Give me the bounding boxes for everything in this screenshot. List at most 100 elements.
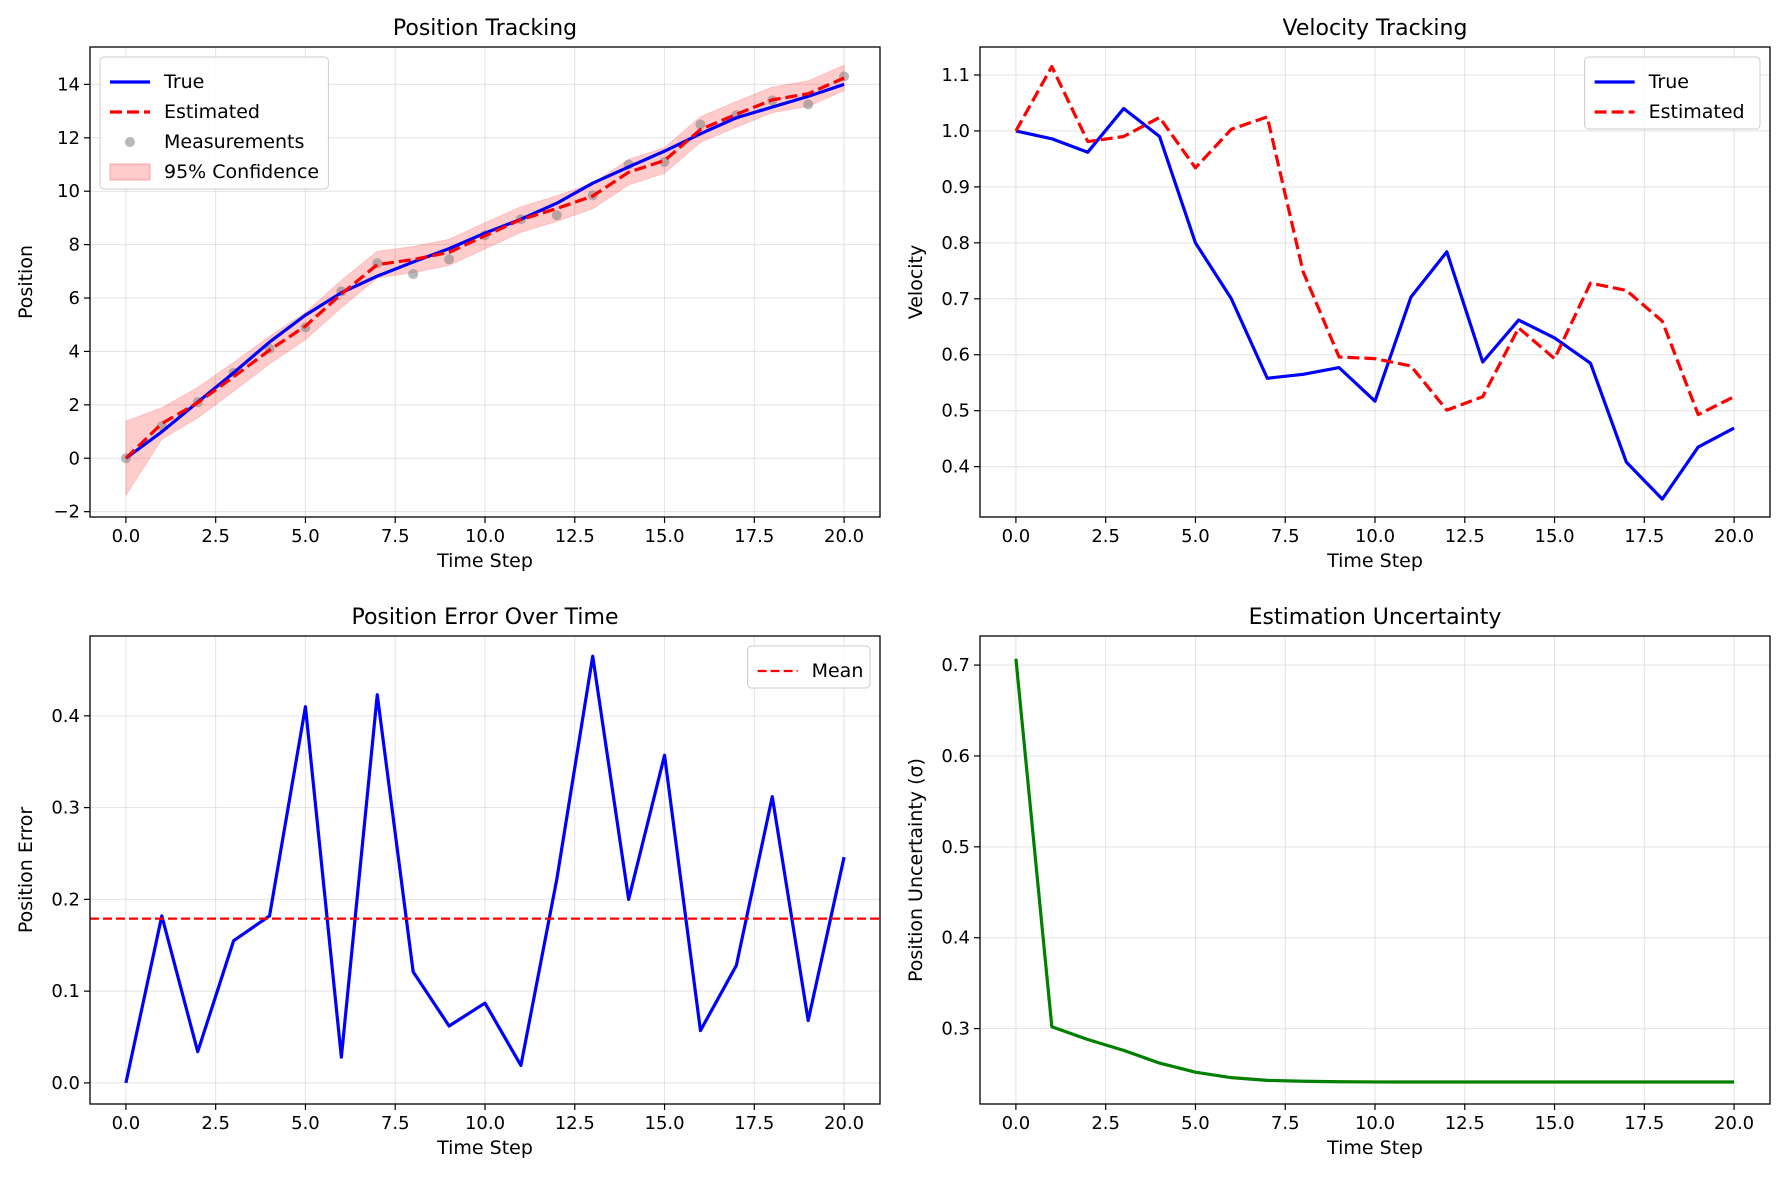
y-axis-label: Velocity (905, 245, 927, 320)
x-tick-label: 2.5 (201, 1113, 230, 1134)
series-group (120, 64, 850, 498)
x-axis-label: Time Step (436, 1137, 533, 1159)
series-line-estimated (124, 76, 845, 460)
y-tick-label: 0 (69, 448, 80, 469)
chart-4: 0.0 2.5 5.0 7.5 10.0 12.5 15.0 17.5 20.0 0.3 0.4 0.… (905, 605, 1771, 1159)
x-tick-label: 20.0 (1714, 526, 1754, 547)
x-tick-label: 20.0 (1714, 1113, 1754, 1134)
x-tick-label: 0.0 (112, 1113, 141, 1134)
x-tick-label: 7.5 (381, 1113, 410, 1134)
x-tick-label: 15.0 (645, 1113, 685, 1134)
y-tick-label: 0.3 (941, 1019, 970, 1040)
x-tick-label: 17.5 (1624, 1113, 1664, 1134)
x-tick-label: 10.0 (465, 526, 505, 547)
legend-label: Measurements (164, 131, 304, 153)
x-axis-label: Time Step (1326, 1137, 1423, 1159)
chart-title: Position Error Over Time (351, 605, 618, 630)
y-tick-label: 12 (57, 128, 80, 149)
chart-title: Estimation Uncertainty (1249, 605, 1502, 630)
legend-label: Estimated (164, 101, 260, 123)
measurement-point (551, 210, 562, 221)
y-tick-label: 1.0 (941, 121, 970, 142)
y-axis-label: Position (15, 245, 37, 319)
measurement-point (408, 268, 419, 279)
legend: True Estimated (1584, 56, 1761, 130)
legend: True Estimated Measurements 95% Confidence (99, 56, 329, 190)
chart-2: 0.0 2.5 5.0 7.5 10.0 12.5 15.0 17.5 20.0 0.4 0.5 0.… (905, 16, 1771, 572)
x-tick-label: 15.0 (1535, 526, 1575, 547)
y-axis-label: Position Uncertainty (σ) (905, 758, 927, 982)
x-tick-label: 10.0 (465, 1113, 505, 1134)
series-line-true (1015, 106, 1735, 501)
x-tick-label: 7.5 (381, 526, 410, 547)
y-tick-label: 1.1 (941, 65, 970, 86)
y-tick-label: 0.9 (941, 177, 970, 198)
plot-background (90, 636, 880, 1104)
legend-box (1584, 56, 1761, 130)
x-tick-label: 15.0 (645, 526, 685, 547)
y-tick-label: 0.2 (51, 889, 80, 910)
x-tick-label: 0.0 (1002, 1113, 1031, 1134)
y-tick-label: 0.1 (51, 981, 80, 1002)
chart-title: Position Tracking (393, 16, 577, 41)
x-tick-label: 5.0 (291, 526, 320, 547)
x-tick-label: 17.5 (1624, 526, 1664, 547)
x-tick-label: 12.5 (555, 1113, 595, 1134)
series-group (1014, 658, 1735, 1084)
y-tick-label: 0.8 (941, 233, 970, 254)
y-tick-label: 0.6 (941, 345, 970, 366)
series-line-estimated (1014, 64, 1735, 417)
x-tick-label: 5.0 (1181, 526, 1210, 547)
y-tick-label: 0.7 (941, 655, 970, 676)
x-tick-label: 12.5 (1445, 526, 1485, 547)
x-tick-label: 15.0 (1535, 1113, 1575, 1134)
chart-1: 0.0 2.5 5.0 7.5 10.0 12.5 15.0 17.5 20.0 −2 0 2 4 6 8 1… (15, 16, 881, 572)
y-axis-label: Position Error (15, 807, 37, 934)
y-tick-label: 0.4 (941, 928, 970, 949)
chart-3: 0.0 2.5 5.0 7.5 10.0 12.5 15.0 17.5 20.0 0.0 0.1 0.… (15, 605, 881, 1159)
chart-title: Velocity Tracking (1283, 16, 1468, 41)
x-tick-label: 20.0 (824, 1113, 864, 1134)
y-tick-label: 0.5 (941, 401, 970, 422)
confidence-band (125, 64, 845, 498)
y-tick-label: 0.5 (941, 837, 970, 858)
y-tick-label: 0.0 (51, 1073, 80, 1094)
x-tick-label: 17.5 (734, 526, 774, 547)
legend-handle (125, 137, 135, 147)
legend-label: True (163, 71, 204, 93)
x-tick-label: 5.0 (1181, 1113, 1210, 1134)
x-tick-label: 17.5 (734, 1113, 774, 1134)
x-tick-label: 12.5 (1445, 1113, 1485, 1134)
series-group (90, 654, 880, 1084)
y-tick-label: 10 (57, 181, 80, 202)
y-tick-label: 2 (69, 395, 80, 416)
y-tick-label: 8 (69, 235, 80, 256)
legend-label: True (1648, 71, 1689, 93)
x-tick-label: 5.0 (291, 1113, 320, 1134)
y-tick-label: 0.6 (941, 746, 970, 767)
legend-label: 95% Confidence (164, 161, 319, 183)
series-line (1014, 658, 1735, 1084)
legend: Mean (747, 645, 871, 689)
x-axis-label: Time Step (1326, 550, 1423, 572)
y-tick-label: 0.4 (51, 706, 80, 727)
series-group (1014, 64, 1735, 501)
y-tick-label: −2 (53, 502, 80, 523)
x-tick-label: 0.0 (1002, 526, 1031, 547)
measurement-point (695, 119, 706, 130)
x-tick-label: 10.0 (1355, 526, 1395, 547)
x-tick-label: 2.5 (1091, 1113, 1120, 1134)
x-axis-label: Time Step (436, 550, 533, 572)
x-tick-label: 20.0 (824, 526, 864, 547)
y-tick-label: 0.7 (941, 289, 970, 310)
y-tick-label: 0.4 (941, 457, 970, 478)
x-tick-label: 12.5 (555, 526, 595, 547)
legend-label: Mean (812, 660, 864, 682)
plot-background (980, 636, 1770, 1104)
series-line (124, 654, 846, 1084)
legend-label: Estimated (1649, 101, 1745, 123)
measurement-point (803, 99, 814, 110)
x-tick-label: 0.0 (112, 526, 141, 547)
y-tick-label: 14 (57, 74, 80, 95)
legend-box (747, 645, 871, 689)
